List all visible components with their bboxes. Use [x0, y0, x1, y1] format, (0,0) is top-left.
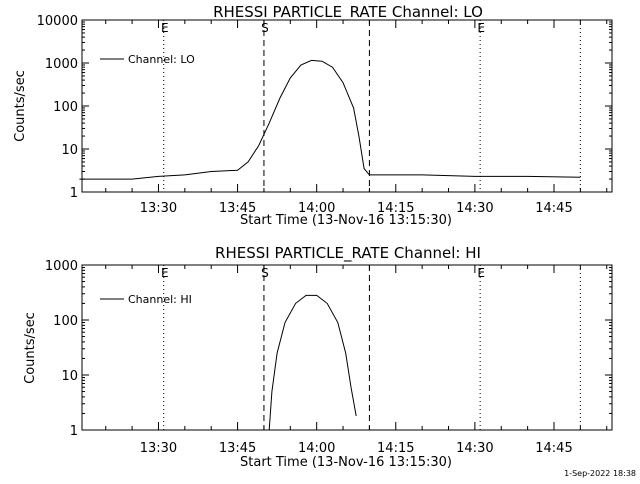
x-axis-label-lo: Start Time (13-Nov-16 13:15:30)	[240, 213, 452, 228]
chart-title-lo: RHESSI PARTICLE_RATE Channel: LO	[213, 3, 483, 22]
legend-label-hi: Channel: HI	[128, 293, 192, 306]
y-tick-label-lo: 100	[53, 100, 78, 115]
y-tick-label-lo: 1000	[45, 57, 78, 72]
event-marker-label-hi: E	[477, 266, 485, 280]
x-tick-label-hi: 14:30	[456, 441, 493, 456]
series-line-hi	[268, 294, 357, 431]
x-tick-label-lo: 14:00	[298, 201, 335, 216]
y-tick-label-lo: 10000	[37, 14, 78, 29]
series-line-lo	[79, 59, 581, 180]
x-tick-label-lo: 14:15	[377, 201, 414, 216]
y-tick-label-hi: 1000	[45, 259, 78, 274]
plot-frame-hi	[81, 264, 613, 431]
x-tick-label-lo: 14:30	[456, 201, 493, 216]
event-marker-label-hi: E	[161, 266, 169, 280]
x-tick-label-hi: 13:45	[219, 441, 256, 456]
x-tick-label-hi: 13:30	[140, 441, 177, 456]
x-tick-label-hi: 14:00	[298, 441, 335, 456]
x-tick-label-hi: 14:15	[377, 441, 414, 456]
plot-frame-lo	[81, 19, 613, 193]
y-tick-label-hi: 10	[61, 369, 78, 384]
y-tick-label-hi: 100	[53, 314, 78, 329]
footer-timestamp: 1-Sep-2022 18:38	[564, 469, 636, 478]
x-tick-label-lo: 13:30	[140, 201, 177, 216]
chart-title-hi: RHESSI PARTICLE_RATE Channel: HI	[215, 244, 481, 263]
x-tick-label-hi: 14:45	[535, 441, 572, 456]
x-tick-label-lo: 14:45	[535, 201, 572, 216]
x-tick-label-lo: 13:45	[219, 201, 256, 216]
y-tick-label-lo: 10	[61, 143, 78, 158]
legend-label-lo: Channel: LO	[128, 53, 195, 66]
y-axis-label-lo: Counts/sec	[13, 70, 28, 142]
y-tick-label-lo: 1	[70, 186, 78, 201]
y-axis-label-hi: Counts/sec	[23, 312, 38, 384]
event-marker-label-lo: S	[261, 21, 269, 35]
event-marker-label-lo: E	[161, 21, 169, 35]
event-marker-label-lo: E	[477, 21, 485, 35]
y-tick-label-hi: 1	[70, 424, 78, 439]
x-axis-label-hi: Start Time (13-Nov-16 13:15:30)	[240, 455, 452, 470]
event-marker-label-hi: S	[261, 266, 269, 280]
